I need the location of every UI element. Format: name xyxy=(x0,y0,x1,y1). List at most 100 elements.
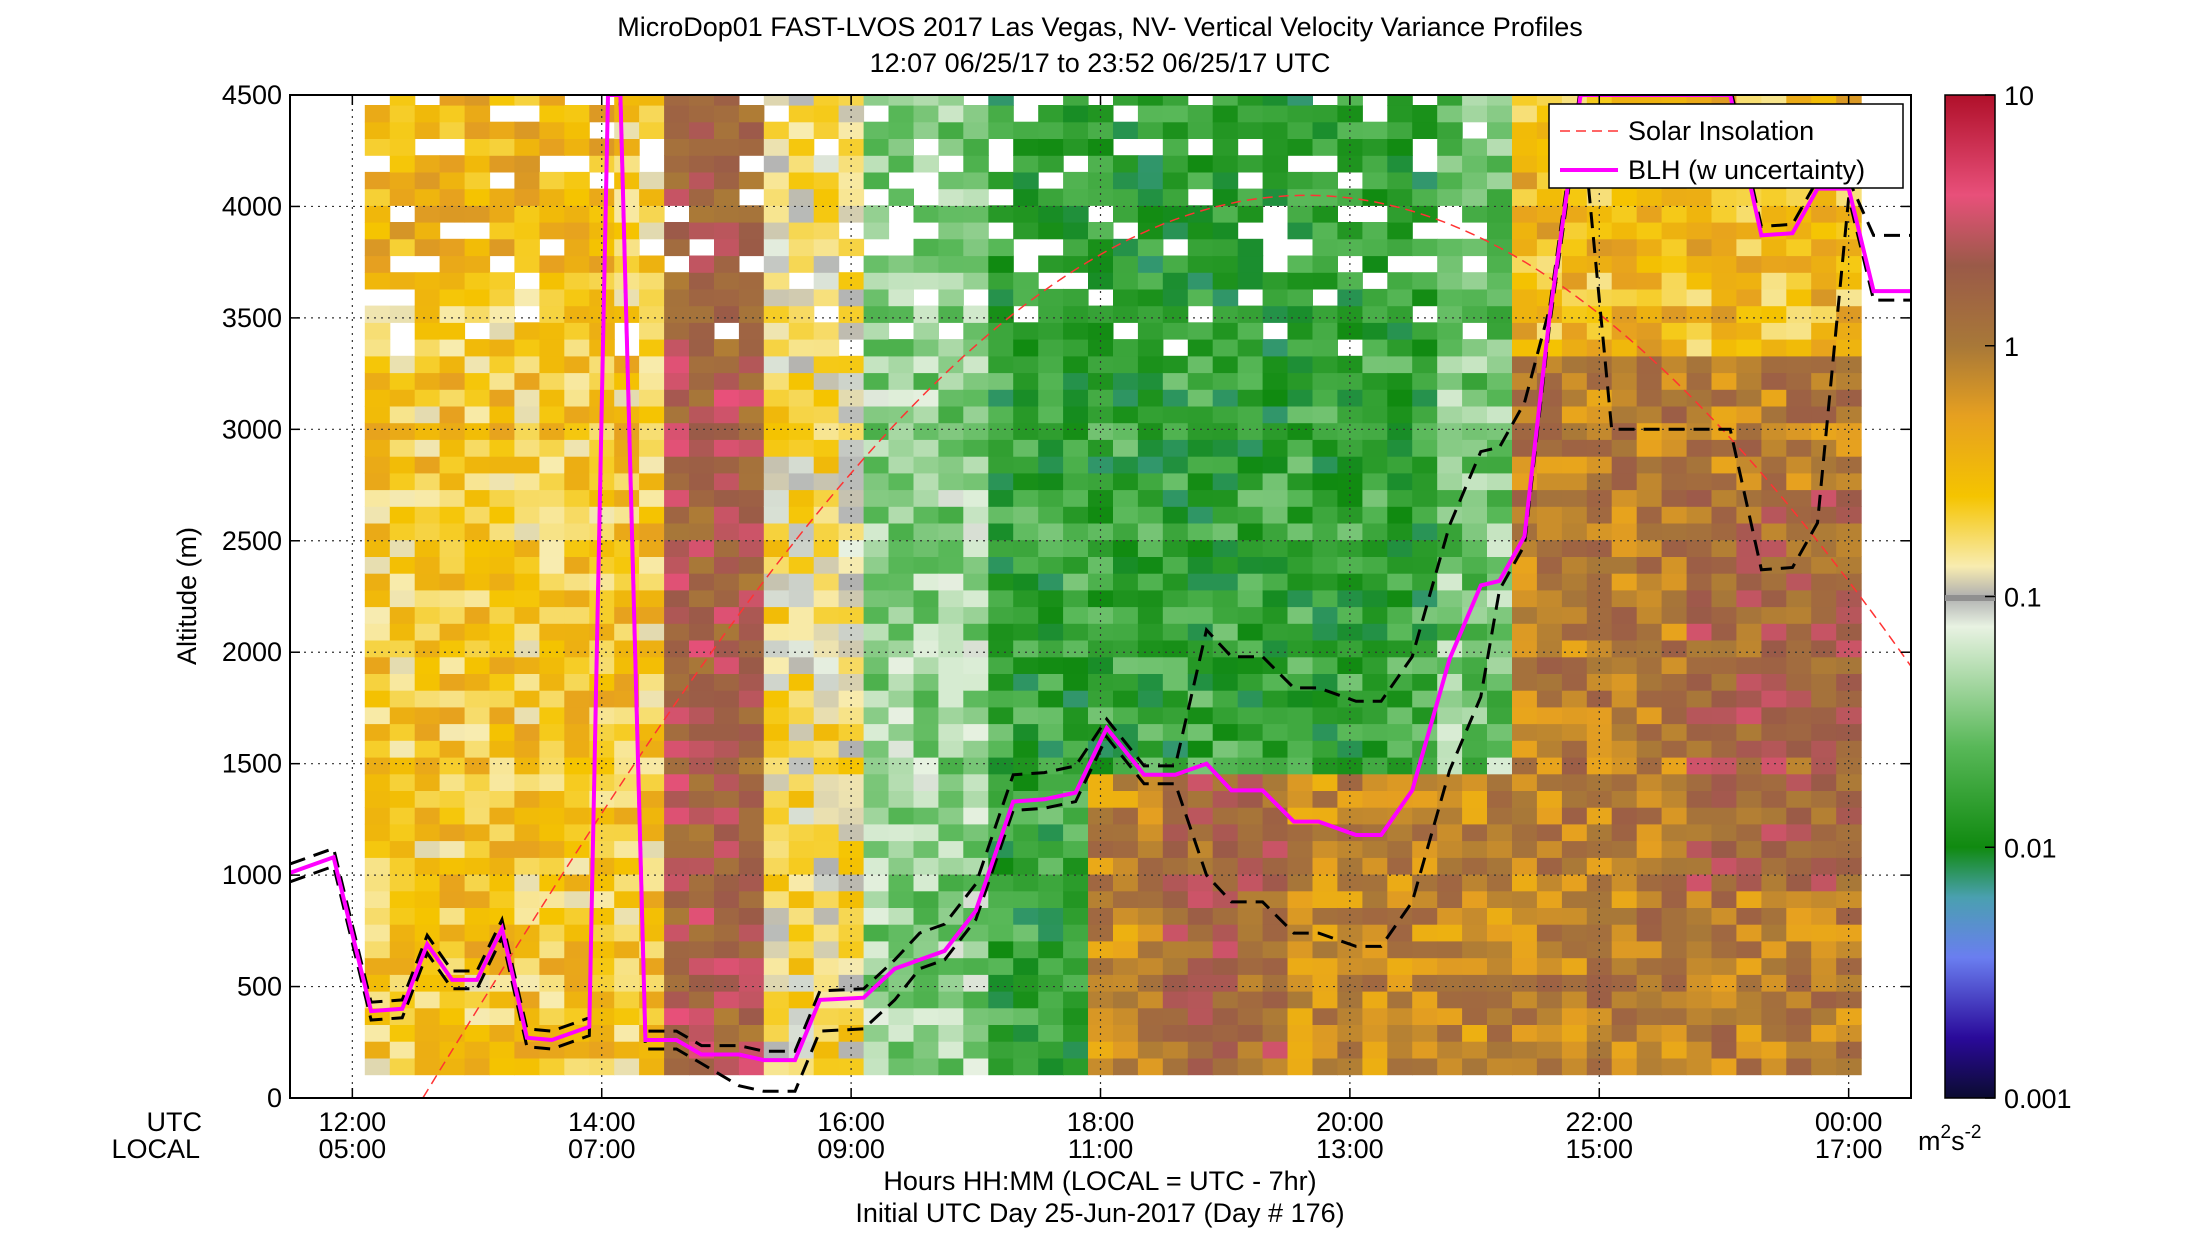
heatmap-cell xyxy=(1337,489,1363,507)
heatmap-cell xyxy=(1162,957,1189,975)
heatmap-cell xyxy=(1661,255,1688,273)
heatmap-cell xyxy=(1512,272,1538,290)
heatmap-cell xyxy=(963,155,989,173)
heatmap-cell xyxy=(1611,188,1638,206)
heatmap-cell xyxy=(1262,272,1289,290)
heatmap-cell xyxy=(714,105,740,123)
heatmap-cell xyxy=(639,222,665,240)
heatmap-cell xyxy=(439,105,466,123)
heatmap-cell xyxy=(1462,288,1488,307)
heatmap-cell xyxy=(1786,573,1812,591)
heatmap-cell xyxy=(813,288,840,307)
heatmap-cell xyxy=(1811,740,1837,758)
heatmap-cell xyxy=(489,539,515,557)
heatmap-cell xyxy=(614,1057,640,1076)
heatmap-cell xyxy=(689,974,715,992)
heatmap-cell xyxy=(888,740,914,758)
heatmap-cell xyxy=(689,255,715,273)
heatmap-cell xyxy=(1312,472,1338,491)
heatmap-cell xyxy=(1362,790,1388,808)
heatmap-cell xyxy=(364,890,391,908)
heatmap-cell xyxy=(539,105,565,123)
heatmap-cell xyxy=(863,171,890,190)
heatmap-cell xyxy=(564,757,590,775)
heatmap-cell xyxy=(1761,757,1787,775)
heatmap-cell xyxy=(464,623,491,641)
heatmap-cell xyxy=(813,857,840,875)
heatmap-cell xyxy=(439,790,466,808)
heatmap-cell xyxy=(763,171,790,190)
heatmap-cell xyxy=(1512,757,1538,775)
heatmap-cell xyxy=(664,823,690,842)
heatmap-cell xyxy=(1686,405,1713,424)
heatmap-cell xyxy=(1187,991,1214,1009)
heatmap-cells xyxy=(364,95,1862,1076)
heatmap-cell xyxy=(564,907,590,925)
heatmap-cell xyxy=(788,556,815,574)
heatmap-cell xyxy=(1212,305,1239,323)
heatmap-cell xyxy=(763,472,790,491)
heatmap-cell xyxy=(1212,740,1239,758)
heatmap-cell xyxy=(1736,405,1762,424)
heatmap-cell xyxy=(1287,740,1313,758)
heatmap-cell xyxy=(689,940,715,959)
heatmap-cell xyxy=(1536,640,1563,658)
heatmap-cell xyxy=(1187,874,1214,892)
heatmap-cell xyxy=(1611,95,1638,106)
heatmap-cell xyxy=(1237,472,1264,491)
heatmap-cell xyxy=(1536,422,1563,440)
heatmap-cell xyxy=(1113,706,1139,725)
heatmap-cell xyxy=(1312,222,1338,240)
heatmap-cell xyxy=(489,1024,515,1042)
heatmap-cell xyxy=(1187,790,1214,808)
heatmap-cell xyxy=(1686,823,1713,842)
heatmap-cell xyxy=(664,907,690,925)
heatmap-cell xyxy=(1013,339,1039,357)
heatmap-cell xyxy=(1686,472,1713,491)
heatmap-cell xyxy=(1836,489,1862,507)
heatmap-cell xyxy=(1063,522,1089,541)
blh-uncertainty-lower xyxy=(290,102,1911,1093)
heatmap-cell xyxy=(1088,372,1114,390)
heatmap-cell xyxy=(1237,238,1264,257)
heatmap-cell xyxy=(1362,389,1388,407)
heatmap-cell xyxy=(1187,573,1214,591)
heatmap-cell xyxy=(1786,489,1812,507)
heatmap-cell xyxy=(1387,121,1413,139)
heatmap-cell xyxy=(1686,238,1713,257)
heatmap-cell xyxy=(414,355,441,374)
heatmap-cell xyxy=(838,138,865,156)
x-tick-label-local: 11:00 xyxy=(1068,1134,1134,1164)
heatmap-cell xyxy=(364,606,391,624)
heatmap-cell xyxy=(988,272,1014,290)
heatmap-cell xyxy=(589,506,615,524)
heatmap-cell xyxy=(614,205,640,223)
heatmap-cell xyxy=(1761,957,1787,975)
heatmap-cell xyxy=(1287,890,1313,908)
heatmap-cell xyxy=(489,155,515,173)
heatmap-cell xyxy=(1362,1024,1388,1042)
heatmap-cell xyxy=(1636,690,1663,708)
heatmap-cell xyxy=(1337,405,1363,424)
heatmap-cell xyxy=(539,874,565,892)
heatmap-cell xyxy=(1661,205,1688,223)
heatmap-cell xyxy=(1312,121,1338,139)
heatmap-cell xyxy=(689,439,715,457)
heatmap-cell xyxy=(1586,205,1613,223)
heatmap-cell xyxy=(1836,1041,1862,1059)
heatmap-cell xyxy=(938,389,964,407)
heatmap-cell xyxy=(1836,924,1862,942)
heatmap-cell xyxy=(439,773,466,791)
heatmap-cell xyxy=(838,439,865,457)
heatmap-cell xyxy=(1262,138,1289,156)
heatmap-cell xyxy=(1113,121,1139,139)
heatmap-cell xyxy=(489,840,515,858)
heatmap-cell xyxy=(364,138,391,156)
heatmap-cell xyxy=(788,472,815,491)
heatmap-cell xyxy=(1536,924,1563,942)
heatmap-cell xyxy=(1661,1024,1688,1042)
heatmap-cell xyxy=(464,472,491,491)
heatmap-cell xyxy=(1561,522,1588,541)
heatmap-cell xyxy=(788,188,815,206)
heatmap-cell xyxy=(1137,589,1164,608)
